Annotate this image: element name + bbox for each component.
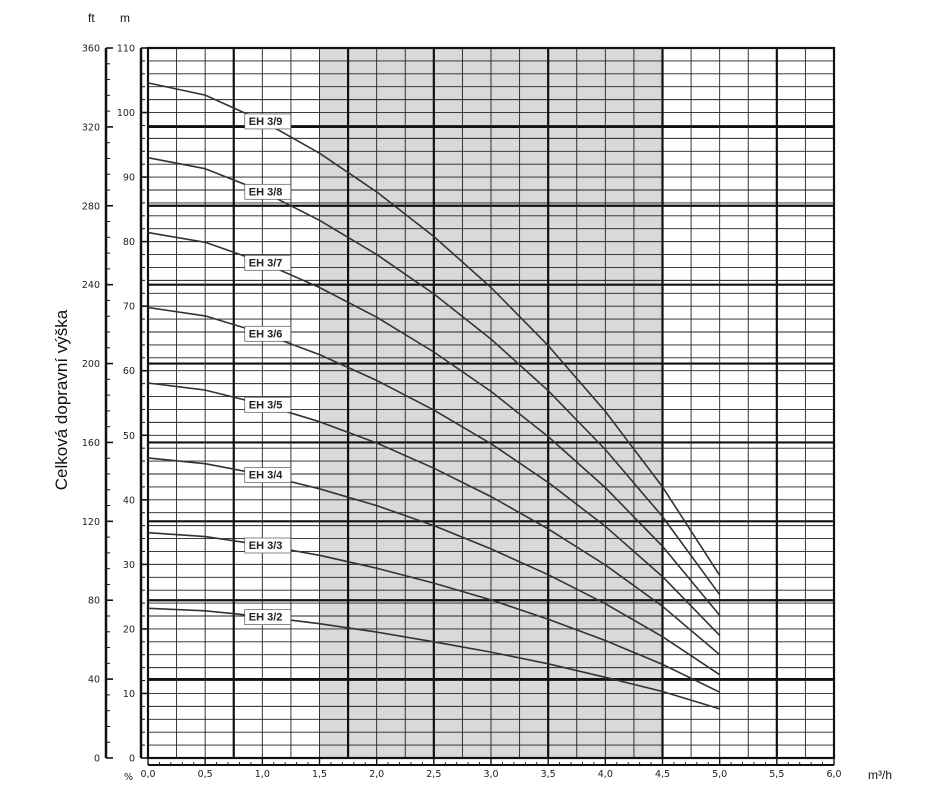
x-tick-label: 3,0	[483, 769, 498, 780]
ft-tick-label: 280	[82, 201, 100, 212]
grid	[147, 47, 835, 759]
curve-label: EH 3/6	[249, 328, 283, 340]
curve-eh-3-8	[147, 156, 721, 596]
plot-frame	[146, 46, 836, 760]
ft-tick-label: 80	[88, 596, 100, 607]
x-tick-label: 4,0	[598, 769, 613, 780]
performance-curves	[147, 82, 721, 710]
m-tick-label: 90	[123, 173, 135, 184]
plot-border	[146, 46, 836, 760]
x-tick-label: 0,0	[140, 769, 155, 780]
m-tick-label: 50	[123, 431, 135, 442]
m-tick-label: 0	[129, 754, 135, 765]
ft-tick-label: 240	[82, 280, 100, 291]
curve-label-box	[244, 537, 292, 554]
x-tick-label: 2,5	[426, 769, 441, 780]
curve-label: EH 3/2	[249, 612, 283, 624]
curve-eh-3-3	[147, 531, 721, 693]
m-tick-label: 100	[117, 108, 135, 119]
ft-tick-label: 200	[82, 359, 100, 370]
m-tick-label: 80	[123, 237, 135, 248]
ft-tick-label: 320	[82, 122, 100, 133]
m-tick-label: 20	[123, 624, 135, 635]
curve-eh-3-6	[147, 306, 721, 636]
ft-tick-label: 360	[82, 44, 100, 55]
curve-eh-3-5	[147, 382, 721, 656]
ft-tick-label: 160	[82, 438, 100, 449]
x-unit-label: m³/h	[868, 768, 892, 782]
ft-unit-label: ft	[88, 11, 95, 25]
m-tick-label: 70	[123, 302, 135, 313]
curve-label-box	[244, 467, 292, 483]
curve-label-box	[244, 396, 292, 413]
curve-label-box	[244, 113, 292, 130]
curve-eh-3-7	[147, 231, 721, 616]
curve-label-box	[244, 254, 292, 271]
x-tick-label: 3,5	[541, 769, 556, 780]
ft-tick-label: 120	[82, 517, 100, 528]
m-tick-label: 10	[123, 689, 135, 700]
curve-label: EH 3/8	[249, 186, 283, 198]
x-tick-label: 2,0	[369, 769, 384, 780]
curve-label: EH 3/7	[249, 257, 283, 269]
x-tick-label: 0,5	[198, 769, 213, 780]
curve-label-box	[244, 609, 292, 625]
x-tick-label: 5,5	[769, 769, 784, 780]
curve-eh-3-9	[147, 82, 721, 576]
curve-label-box	[244, 183, 292, 200]
curve-label: EH 3/5	[249, 399, 283, 411]
axes: 0 40 80 120 160 200 240 280 320 360 0 10 20 30 40 50 60 7…	[82, 44, 842, 781]
curve-label-box	[244, 325, 292, 342]
x-tick-label: 5,0	[712, 769, 727, 780]
x-tick-label: 6,0	[826, 769, 841, 780]
percent-unit-label: %	[124, 772, 133, 783]
curve-eh-3-2	[147, 607, 720, 710]
curve-label: EH 3/4	[249, 470, 284, 482]
m-tick-label: 60	[123, 366, 135, 377]
ft-tick-label: 40	[88, 675, 100, 686]
y-axis-title: Celková dopravní výška	[52, 309, 71, 490]
x-tick-label: 1,0	[255, 769, 270, 780]
curve-label: EH 3/9	[249, 116, 283, 128]
x-tick-label: 1,5	[312, 769, 327, 780]
m-tick-label: 40	[123, 495, 135, 506]
m-tick-label: 30	[123, 560, 135, 571]
curve-label: EH 3/3	[249, 540, 283, 552]
x-tick-label: 4,5	[655, 769, 670, 780]
curve-labels: EH 3/2 EH 3/3 EH 3/4 EH 3/5 EH 3/6 EH 3/7 EH 3…	[244, 113, 292, 625]
m-unit-label: m	[120, 11, 130, 25]
curve-eh-3-4	[147, 457, 721, 676]
m-tick-label: 110	[117, 44, 135, 55]
ft-tick-label: 0	[94, 754, 100, 765]
